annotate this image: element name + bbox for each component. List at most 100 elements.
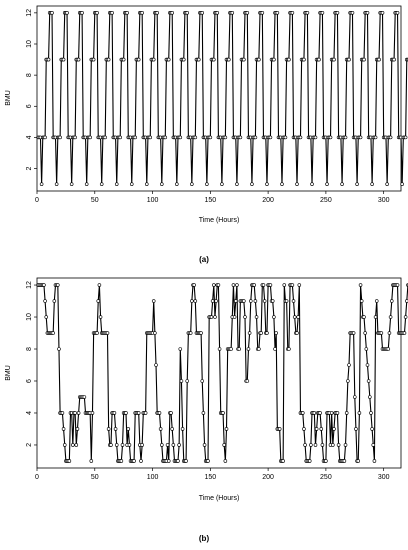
chart-a-data-point bbox=[110, 11, 114, 15]
chart-b-data-point bbox=[76, 411, 81, 415]
chart-b-data-point bbox=[252, 283, 257, 287]
chart-a-data-point bbox=[84, 182, 89, 186]
chart-a-data-point bbox=[118, 135, 122, 140]
chart-b-data-point bbox=[43, 299, 47, 303]
chart-b-x-ticks: 0 50 100 150 200 250 300 bbox=[35, 468, 390, 481]
chart-a-data-point bbox=[125, 11, 129, 15]
chart-a-data-point bbox=[155, 11, 159, 15]
chart-b-data-point bbox=[154, 363, 158, 367]
chart-a-data-point bbox=[170, 11, 174, 15]
chart-b-data-point bbox=[185, 379, 190, 383]
chart-a-data-point bbox=[403, 135, 408, 140]
chart-b-data-point bbox=[160, 443, 164, 447]
chart-a-data-point bbox=[305, 11, 310, 15]
chart-b-data-point bbox=[253, 299, 258, 303]
chart-b-data-point bbox=[112, 411, 117, 415]
chart-b-data-point bbox=[158, 427, 163, 431]
chart-a-data-point bbox=[43, 135, 47, 140]
chart-a-data-point bbox=[245, 11, 250, 15]
chart-b-line bbox=[38, 284, 408, 462]
chart-a-data-point bbox=[69, 182, 74, 186]
chart-b-data-point bbox=[89, 459, 94, 463]
chart-a-data-point bbox=[358, 135, 363, 140]
chart-a-data-point bbox=[377, 57, 381, 62]
chart-b-data-point bbox=[282, 283, 287, 287]
chart-a-x-tick-label: 300 bbox=[378, 197, 390, 204]
chart-b-data-point bbox=[402, 331, 407, 335]
chart-a-series-line bbox=[38, 12, 408, 185]
chart-panel-a: 0 50 100 150 200 250 300 2 4 6 8 10 12 Time (Hours)… bbox=[5, 5, 408, 264]
chart-a-data-point bbox=[190, 182, 194, 186]
chart-a-series-points bbox=[36, 11, 408, 186]
chart-b-data-point bbox=[281, 459, 285, 463]
chart-b-data-point bbox=[114, 443, 119, 447]
chart-b-data-point bbox=[344, 411, 349, 415]
chart-a-data-point bbox=[88, 135, 92, 140]
chart-b-data-point bbox=[247, 331, 252, 335]
chart-a-data-point bbox=[265, 182, 269, 186]
chart-a-data-point bbox=[295, 182, 299, 186]
chart-a-data-point bbox=[151, 57, 156, 62]
chart-b-data-point bbox=[199, 331, 203, 335]
chart-b-data-point bbox=[243, 315, 247, 319]
chart-a-panel-label: (a) bbox=[199, 255, 209, 264]
chart-b-data-point bbox=[214, 299, 218, 303]
chart-a-data-point bbox=[343, 135, 348, 140]
chart-b-data-point bbox=[171, 443, 176, 447]
chart-b-data-point bbox=[287, 347, 291, 351]
chart-b-data-point bbox=[245, 379, 250, 383]
chart-a-data-point bbox=[196, 57, 201, 62]
chart-a-data-point bbox=[160, 182, 164, 186]
chart-a-data-point bbox=[133, 135, 138, 140]
chart-a-x-tick-label: 50 bbox=[91, 197, 99, 204]
chart-b-data-point bbox=[179, 379, 184, 383]
chart-b-data-point bbox=[387, 331, 392, 335]
chart-a-svg: 0 50 100 150 200 250 300 2 4 6 8 10 12 Time (Hours)… bbox=[5, 5, 408, 264]
chart-panel-b: 0 50 100 150 200 250 300 2 4 6 8 10 12 Time (Hours)… bbox=[0, 275, 408, 550]
chart-b-data-point bbox=[268, 283, 273, 287]
chart-b-data-point bbox=[324, 459, 328, 463]
chart-b-data-point bbox=[329, 411, 334, 415]
chart-b-data-point bbox=[97, 283, 102, 287]
chart-b-data-point bbox=[44, 315, 49, 319]
chart-a-data-point bbox=[328, 135, 333, 140]
chart-a-data-point bbox=[290, 11, 295, 15]
chart-b-data-point bbox=[262, 299, 267, 303]
chart-b-y-ticks: 2 4 6 8 10 12 bbox=[26, 281, 37, 447]
chart-b-data-point bbox=[169, 411, 173, 415]
chart-b-data-point bbox=[291, 299, 296, 303]
chart-b-data-point bbox=[209, 315, 214, 319]
chart-b-data-point bbox=[261, 283, 266, 287]
chart-b-data-point bbox=[223, 459, 228, 463]
chart-b-data-point bbox=[292, 315, 297, 319]
chart-a-data-point bbox=[302, 57, 306, 62]
chart-b-data-point bbox=[124, 411, 128, 415]
chart-b-data-point bbox=[216, 283, 221, 287]
chart-b-data-point bbox=[126, 427, 131, 431]
chart-b-data-point bbox=[309, 443, 313, 447]
chart-b-data-point bbox=[290, 283, 295, 287]
chart-b-data-point bbox=[357, 411, 362, 415]
chart-b-data-point bbox=[367, 395, 372, 399]
chart-b-data-point bbox=[62, 443, 67, 447]
chart-b-data-point bbox=[224, 427, 229, 431]
chart-b-data-point bbox=[347, 363, 351, 367]
chart-a-y-ticks: 2 4 6 8 10 12 bbox=[26, 9, 37, 171]
chart-a-data-point bbox=[332, 57, 336, 62]
chart-b-data-point bbox=[105, 331, 110, 335]
chart-b-data-point bbox=[192, 283, 196, 287]
chart-b-data-point bbox=[55, 283, 60, 287]
chart-b-data-point bbox=[314, 427, 319, 431]
chart-b-data-point bbox=[403, 315, 408, 319]
chart-a-data-point bbox=[58, 135, 62, 140]
chart-a-data-point bbox=[205, 182, 209, 186]
chart-a-data-point bbox=[144, 182, 149, 186]
chart-b-data-point bbox=[232, 315, 237, 319]
chart-a-data-point bbox=[287, 57, 291, 62]
chart-a-data-point bbox=[268, 135, 273, 140]
chart-a-data-point bbox=[280, 182, 284, 186]
chart-b-data-point bbox=[366, 379, 371, 383]
chart-b-data-point bbox=[231, 283, 236, 287]
chart-b-data-point bbox=[190, 299, 194, 303]
chart-a-data-point bbox=[220, 182, 224, 186]
